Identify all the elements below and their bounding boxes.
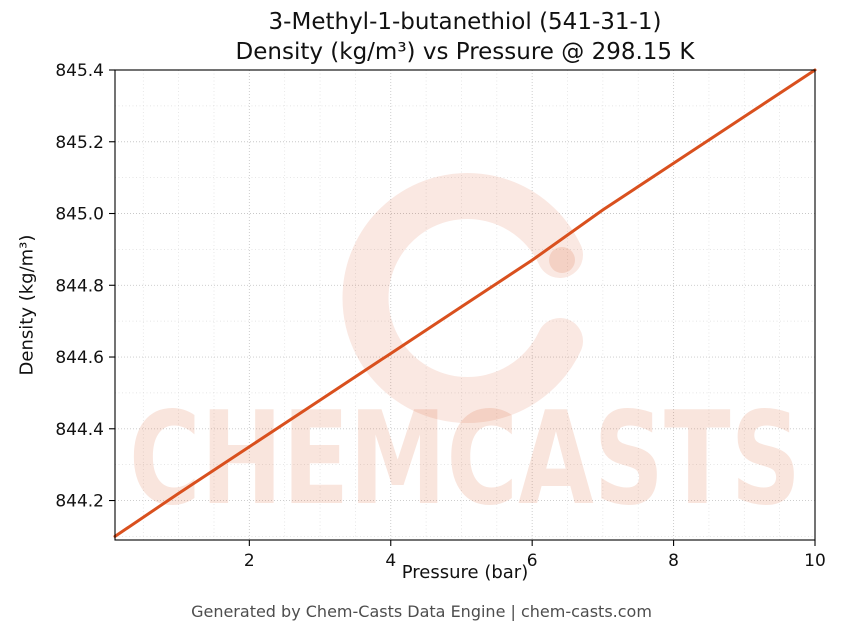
chart-title: 3-Methyl-1-butanethiol (541-31-1) Densit… [115,8,815,68]
y-tick-label: 845.2 [55,133,104,153]
footer-text: Generated by Chem-Casts Data Engine | ch… [191,602,652,621]
chart-title-line2: Density (kg/m³) vs Pressure @ 298.15 K [235,38,695,65]
watermark: CHEMCASTS [129,173,801,534]
watermark-ring-blob-icon [549,247,575,273]
x-tick-label: 6 [527,551,538,571]
y-tick-label: 844.6 [55,348,104,368]
x-axis-label: Pressure (bar) [401,562,529,583]
y-tick-label: 844.8 [55,276,104,296]
x-tick-label: 8 [668,551,679,571]
watermark-text: CHEMCASTS [129,385,801,534]
x-tick-label: 2 [244,551,255,571]
series-line [113,68,817,538]
y-tick-label: 844.4 [55,420,104,440]
chart-title-line1: 3-Methyl-1-butanethiol (541-31-1) [268,9,662,35]
y-tick-label: 845.4 [55,61,104,81]
y-tick-label: 845.0 [55,205,104,225]
watermark-ring-icon [342,173,583,423]
plot-border [114,69,816,541]
data-series [113,68,817,538]
x-tick-label: 4 [385,551,396,571]
axes [114,69,816,541]
x-tick-label: 10 [804,551,826,571]
tick-marks-and-labels: 2 4 6 8 10 844.2 844.4 844.6 844.8 845.0 845.2 845.… [55,61,825,571]
y-tick-label: 844.2 [55,492,104,512]
